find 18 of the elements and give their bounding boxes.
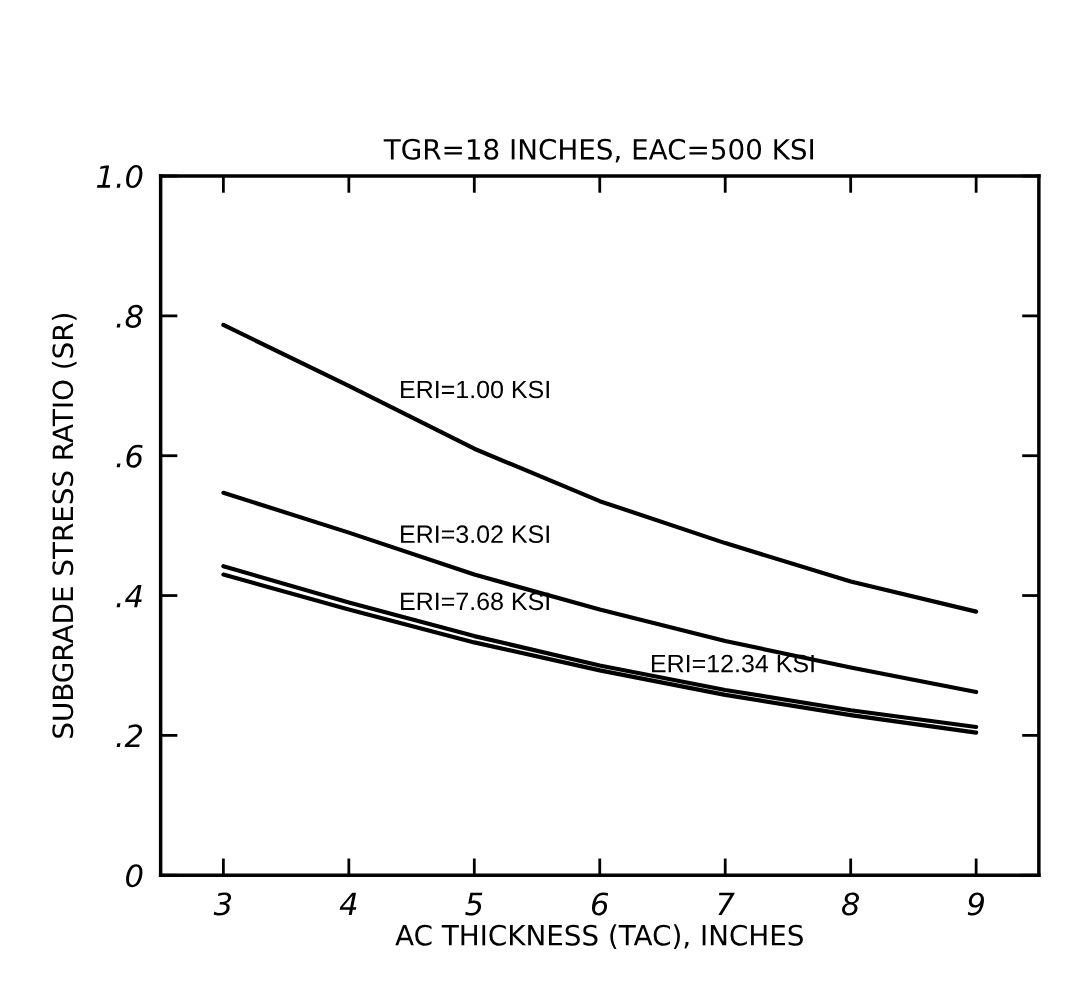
- y-tick-label: .6: [116, 444, 143, 468]
- x-tick-label: 6: [591, 892, 609, 916]
- y-tick-label: .8: [116, 304, 143, 328]
- x-tick-label: 7: [718, 892, 735, 916]
- y-tick-label: 0: [126, 864, 143, 888]
- annotation: ERI=3.02 KSI: [401, 525, 549, 544]
- x-tick-label: 8: [841, 892, 860, 916]
- y-tick-label: 1.0: [96, 164, 143, 189]
- y-tick-label: .4: [116, 584, 142, 608]
- annotation: ERI=1.00 KSI: [401, 380, 549, 399]
- x-tick-label: 9: [967, 892, 984, 916]
- y-axis-title: SUBGRADE STRESS RATIO (SR): [51, 313, 77, 738]
- chart-title: TGR=18 INCHES, EAC=500 KSI: [383, 138, 814, 163]
- x-tick-label: 3: [213, 892, 232, 916]
- x-tick-label: 4: [339, 892, 357, 916]
- x-tick-label: 5: [465, 892, 483, 916]
- x-axis-title: AC THICKNESS (TAC), INCHES: [395, 924, 803, 950]
- y-tick-label: .2: [116, 724, 143, 747]
